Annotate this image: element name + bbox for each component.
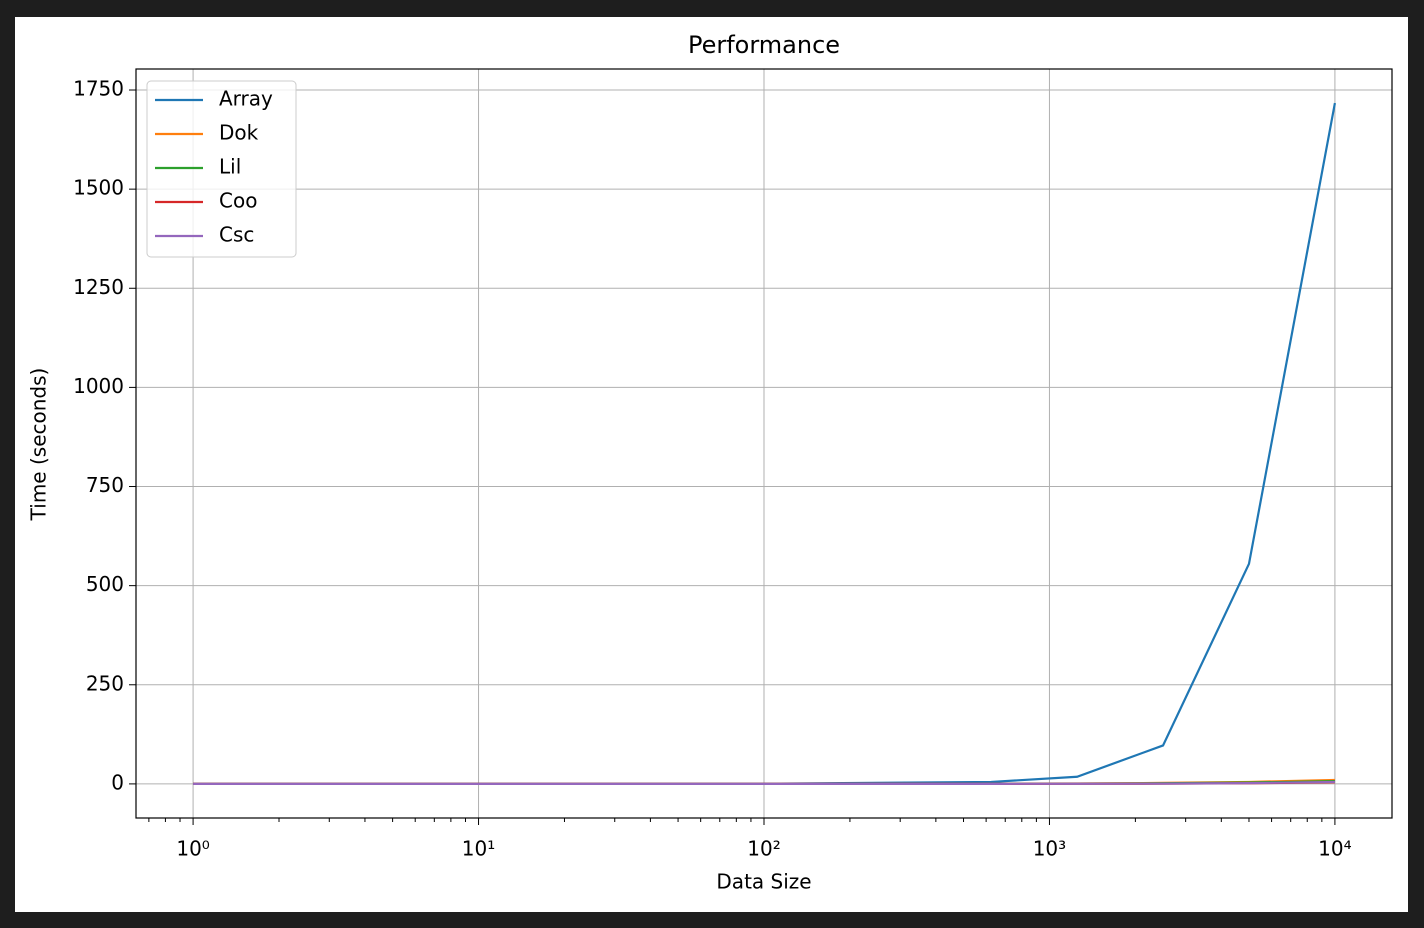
series-line [193,780,1335,785]
x-tick-label: 10³ [1033,837,1066,861]
legend-label: Lil [219,155,241,179]
legend-label: Array [219,87,273,111]
legend-box [146,80,297,258]
y-tick-label: 1750 [73,77,124,101]
chart-title: Performance [688,31,840,59]
y-tick-label: 250 [86,671,124,695]
y-tick-label: 0 [111,770,124,794]
x-tick-label: 10¹ [462,837,495,861]
y-tick-label: 500 [86,572,124,596]
y-tick-label: 1500 [73,176,124,200]
x-tick-label: 10⁴ [1318,837,1351,861]
plot-frame [135,68,1393,819]
legend-label: Coo [219,189,257,213]
y-tick-label: 1000 [73,374,124,398]
y-tick-label: 1250 [73,275,124,299]
legend-label: Dok [219,121,259,145]
x-axis-label: Data Size [716,870,811,894]
legend-label: Csc [219,223,254,247]
x-tick-label: 10⁰ [176,837,209,861]
y-axis-label: Time (seconds) [27,368,51,522]
x-tick-label: 10² [747,837,780,861]
y-tick-label: 750 [86,473,124,497]
